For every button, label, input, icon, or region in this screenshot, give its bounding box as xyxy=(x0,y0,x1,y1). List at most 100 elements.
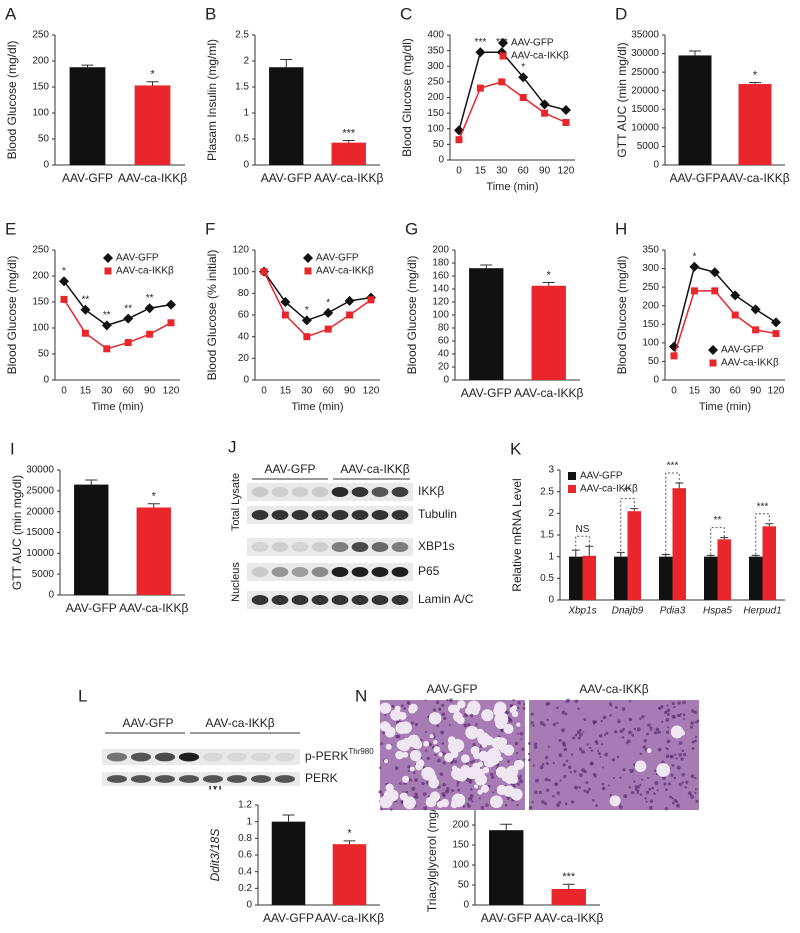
nucleus xyxy=(634,787,638,791)
nucleus xyxy=(472,742,476,747)
nucleus xyxy=(685,780,689,784)
nucleus xyxy=(621,735,625,739)
significance: ** xyxy=(146,293,154,304)
y-tick-label: 0 xyxy=(246,900,252,911)
lipid-droplet xyxy=(477,789,483,795)
y-tick-label: 250 xyxy=(32,245,49,256)
y-tick-label: 10000 xyxy=(26,548,54,559)
nucleus xyxy=(671,701,675,706)
nucleus xyxy=(574,699,579,704)
nucleus xyxy=(527,741,531,745)
nucleus xyxy=(438,707,442,711)
lipid-droplet xyxy=(470,706,480,716)
point xyxy=(730,290,741,301)
y-tick-label: 100 xyxy=(232,266,249,277)
nucleus xyxy=(558,753,563,758)
nucleus xyxy=(448,723,451,726)
nucleus xyxy=(432,708,437,712)
nucleus xyxy=(653,769,657,773)
y-tick-label: 2.5 xyxy=(235,30,249,41)
y-tick-label: 250 xyxy=(32,30,49,41)
nucleus xyxy=(696,719,700,723)
legend-marker xyxy=(103,253,113,263)
nucleus xyxy=(670,755,673,758)
blot-band xyxy=(331,487,349,497)
y-tick-label: 50 xyxy=(38,134,50,145)
y-tick-label: 0 xyxy=(43,375,49,386)
nucleus xyxy=(694,787,698,791)
nucleus xyxy=(556,706,559,710)
significance: * xyxy=(347,828,352,840)
nucleus xyxy=(441,742,445,745)
nucleus xyxy=(595,804,598,807)
nucleus xyxy=(619,776,622,779)
nucleus xyxy=(649,799,654,803)
nucleus xyxy=(564,712,568,716)
nucleus xyxy=(665,754,670,759)
nucleus xyxy=(645,800,648,803)
nucleus xyxy=(522,706,526,710)
nucleus xyxy=(527,752,531,756)
nucleus xyxy=(666,739,671,744)
y-axis-label: Ddit3/18S xyxy=(208,829,222,882)
nucleus xyxy=(670,773,674,777)
lipid-droplet xyxy=(477,732,490,745)
nucleus xyxy=(441,703,445,707)
bar xyxy=(271,821,306,905)
bar xyxy=(627,511,641,600)
nucleus xyxy=(516,782,520,786)
bar xyxy=(489,830,524,905)
nucleus xyxy=(574,733,578,737)
band-label: IKKβ xyxy=(418,484,444,498)
panel-letter: C xyxy=(400,4,412,23)
nucleus xyxy=(527,758,531,762)
panel-letter: J xyxy=(228,437,237,456)
blot-band xyxy=(311,567,329,577)
nucleus xyxy=(681,773,685,777)
nucleus xyxy=(469,782,472,785)
lipid-droplet xyxy=(609,795,621,807)
nucleus xyxy=(648,805,653,810)
y-tick-label: 0.5 xyxy=(540,573,554,584)
nucleus xyxy=(633,780,636,783)
nucleus xyxy=(671,763,675,767)
blot-band xyxy=(178,775,200,783)
point xyxy=(124,339,132,347)
error-bar xyxy=(689,50,701,56)
nucleus xyxy=(539,765,544,770)
blot-band xyxy=(351,542,369,552)
error-bar xyxy=(480,264,493,269)
nucleus xyxy=(414,795,419,799)
x-tick-label: 60 xyxy=(518,166,530,177)
y-tick-label: 5000 xyxy=(32,569,55,580)
nucleus xyxy=(546,718,549,722)
y-tick-label: 150 xyxy=(452,840,469,851)
blot-band xyxy=(130,775,152,783)
y-tick-label: 100 xyxy=(32,108,49,119)
point xyxy=(561,105,571,115)
y-axis-label: Triacylglycerol (mg/g) xyxy=(425,798,439,912)
y-tick-label: 1 xyxy=(548,551,554,562)
blot-band xyxy=(106,752,128,762)
nucleus xyxy=(669,795,673,799)
nucleus xyxy=(407,769,411,773)
band-label-text: p-PERK xyxy=(305,749,348,763)
image-label: AAV-ca-IKKβ xyxy=(579,682,648,696)
bracket xyxy=(575,535,590,555)
nucleus xyxy=(507,760,510,763)
nucleus xyxy=(380,742,384,746)
nucleus xyxy=(556,803,560,807)
nucleus xyxy=(434,753,437,757)
point xyxy=(670,352,678,360)
error-bar xyxy=(147,503,160,508)
y-tick-label: 1 xyxy=(243,108,249,119)
lipid-droplet xyxy=(506,765,519,778)
blot-band xyxy=(271,542,289,552)
nucleus xyxy=(523,703,526,706)
nucleus xyxy=(630,790,635,795)
y-tick-label: 200 xyxy=(432,245,449,256)
nucleus xyxy=(644,797,647,800)
nucleus xyxy=(694,739,697,743)
nucleus xyxy=(592,720,596,724)
nucleus xyxy=(601,782,605,786)
